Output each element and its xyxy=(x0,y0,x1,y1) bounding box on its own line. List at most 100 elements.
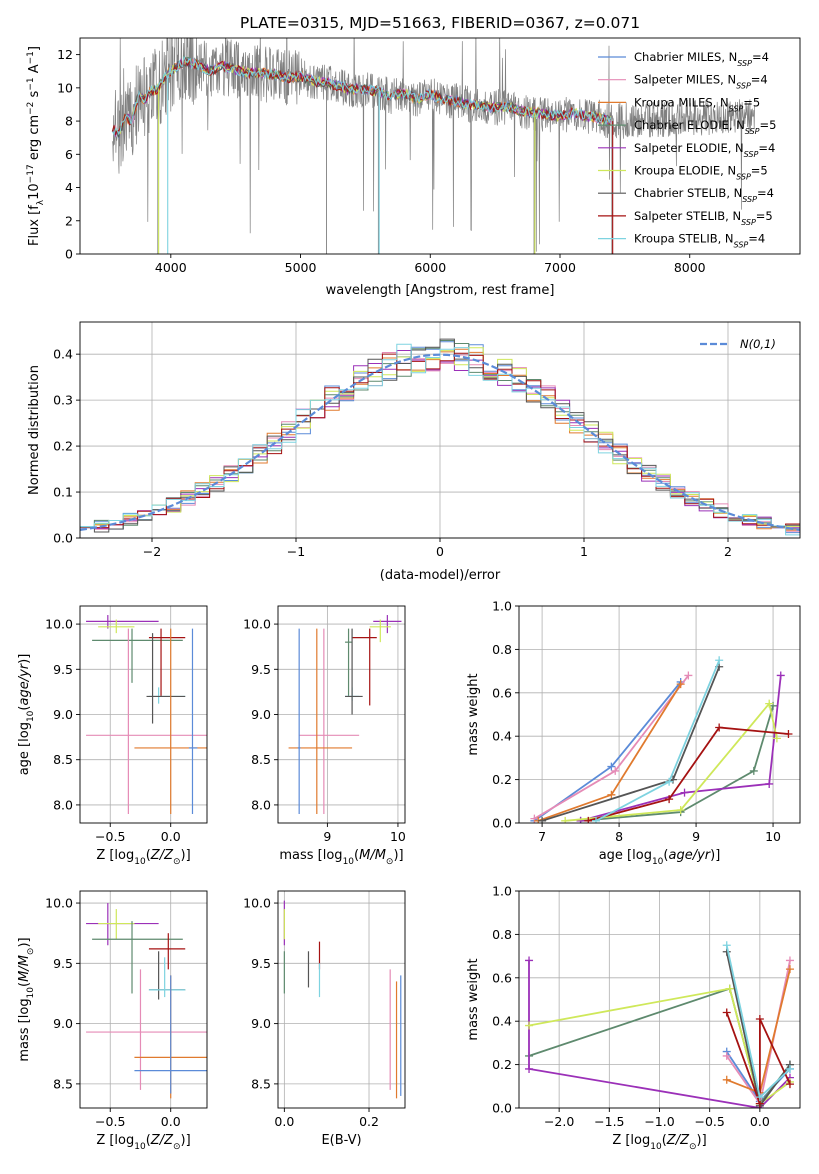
plot-area xyxy=(525,941,794,1108)
x-tick-label: 7 xyxy=(538,829,546,844)
y-tick-label: 2 xyxy=(65,213,73,228)
y-tick-label: 0.4 xyxy=(53,347,73,362)
x-tick-label: 5000 xyxy=(285,260,317,275)
legend-label: Kroupa ELODIE, NSSP=5 xyxy=(634,164,768,182)
weight-line-chabrier_elodie xyxy=(580,705,774,822)
x-axis-label: mass [log10(M/M⊙)] xyxy=(279,848,403,867)
legend-label: Salpeter ELODIE, NSSP=4 xyxy=(634,141,775,159)
x-tick-label: 10 xyxy=(390,829,406,844)
x-tick-label: 8000 xyxy=(674,260,706,275)
legend-label: Salpeter MILES, NSSP=4 xyxy=(634,73,768,91)
axes-frame xyxy=(277,890,406,1109)
x-tick-label: 2 xyxy=(724,544,732,559)
y-tick-label: 0 xyxy=(65,247,73,262)
y-tick-label: 0.2 xyxy=(53,439,73,454)
y-tick-label: 0.0 xyxy=(492,816,512,831)
axes-frame xyxy=(79,605,208,824)
weight-marker-salpeter_elodie xyxy=(525,1064,534,1073)
y-tick-label: 10.0 xyxy=(45,617,73,632)
x-tick-label: 7000 xyxy=(544,260,576,275)
x-tick-label: −2 xyxy=(143,544,161,559)
y-tick-label: 8.5 xyxy=(251,1076,271,1091)
weight-marker-chabrier_stelib xyxy=(538,816,547,823)
x-axis-label: wavelength [Angstrom, rest frame] xyxy=(326,283,555,298)
weight-marker-kroupa_elodie xyxy=(772,734,781,743)
y-tick-label: 12 xyxy=(57,47,73,62)
y-axis-label: age [log10(age/yr)] xyxy=(17,654,36,776)
weight-marker-kroupa_miles xyxy=(607,790,616,799)
x-tick-label: 9 xyxy=(323,829,331,844)
weight-marker-kroupa_elodie xyxy=(765,699,774,708)
weight-marker-kroupa_elodie xyxy=(525,1021,534,1030)
weight-line-salpeter_stelib xyxy=(588,726,789,822)
histogram-chabrier_stelib xyxy=(80,338,800,533)
y-axis-label: mass weight xyxy=(466,673,481,755)
y-tick-label: 9.0 xyxy=(53,707,73,722)
plot-area xyxy=(283,900,402,1099)
weight-marker-salpeter_miles xyxy=(785,956,794,965)
x-tick-label: 1 xyxy=(580,544,588,559)
observed-spectrum-line xyxy=(112,38,755,252)
axes-frame xyxy=(518,605,801,824)
weight-marker-salpeter_stelib xyxy=(784,730,793,739)
z-weight-panel: −2.0 −1.5 −1.0 −0.5 0.0 0.0 0.2 0.4 0.6 0.8 1.0 Z [… xyxy=(466,884,801,1152)
y-tick-label: 0.2 xyxy=(492,1057,512,1072)
weight-line-kroupa_elodie xyxy=(565,701,778,822)
y-tick-label: 0.2 xyxy=(492,772,512,787)
grid-lines xyxy=(278,606,405,823)
legend-label: Kroupa STELIB, NSSP=4 xyxy=(634,232,765,250)
x-tick-label: 0.0 xyxy=(750,1114,770,1129)
x-axis-label: (data-model)/error xyxy=(380,568,501,583)
legend-label: Kroupa MILES, NSSP=5 xyxy=(634,95,760,113)
weight-marker-salpeter_stelib xyxy=(755,1015,764,1024)
y-tick-label: 0.0 xyxy=(53,531,73,546)
spectrum-panel: 4000 5000 6000 7000 8000 0 2 4 6 8 10 12 wavelength … xyxy=(26,37,801,298)
weight-marker-salpeter_elodie xyxy=(525,956,534,965)
axes-frame xyxy=(518,890,801,1109)
histogram-kroupa_stelib xyxy=(80,343,800,536)
spectrum-legend: Chabrier MILES, NSSP=4 Salpeter MILES, NS… xyxy=(598,50,776,249)
x-axis-label: age [log10(age/yr)] xyxy=(599,848,721,867)
x-tick-label: 0.0 xyxy=(274,1114,294,1129)
x-tick-label: −0.5 xyxy=(694,1114,724,1129)
x-axis-label: Z [log10(Z/Z⊙)] xyxy=(96,1133,190,1152)
plot-area xyxy=(86,615,207,814)
y-tick-label: 9.5 xyxy=(53,662,73,677)
x-tick-label: −2.0 xyxy=(544,1114,574,1129)
y-tick-label: 8.0 xyxy=(53,797,73,812)
weight-marker-kroupa_elodie xyxy=(561,816,570,823)
legend-label: N(0,1) xyxy=(740,337,776,351)
weight-marker-salpeter_elodie xyxy=(765,779,774,788)
x-tick-label: 4000 xyxy=(155,260,187,275)
weight-marker-kroupa_stelib xyxy=(591,816,600,823)
weight-marker-salpeter_elodie xyxy=(776,671,785,680)
weight-marker-kroupa_stelib xyxy=(755,1093,764,1102)
y-tick-label: 10.0 xyxy=(45,896,73,911)
plot-area xyxy=(288,615,402,814)
y-tick-label: 9.0 xyxy=(251,707,271,722)
x-tick-label: 0 xyxy=(436,544,444,559)
weight-marker-salpeter_stelib xyxy=(584,816,593,823)
y-tick-label: 9.5 xyxy=(251,956,271,971)
weight-marker-salpeter_elodie xyxy=(680,788,689,797)
weight-marker-salpeter_miles xyxy=(684,671,693,680)
weight-marker-salpeter_miles xyxy=(611,766,620,775)
y-tick-label: 9.5 xyxy=(251,662,271,677)
axes-frame xyxy=(79,321,801,539)
plot-area xyxy=(86,903,207,1099)
normal-distribution-line xyxy=(80,353,800,531)
x-tick-label: 0.2 xyxy=(359,1114,379,1129)
x-tick-label: −1 xyxy=(287,544,305,559)
axes-frame xyxy=(79,37,801,255)
weight-marker-kroupa_stelib xyxy=(722,941,731,950)
x-axis-label: E(B-V) xyxy=(321,1133,361,1148)
weight-marker-salpeter_miles xyxy=(722,1051,731,1060)
y-tick-label: 10.0 xyxy=(243,896,271,911)
weight-marker-kroupa_miles xyxy=(722,1075,731,1084)
y-tick-label: 0.8 xyxy=(492,927,512,942)
y-tick-label: 8.0 xyxy=(251,797,271,812)
model-spectrum-kroupa_stelib xyxy=(111,56,612,136)
x-tick-label: 8 xyxy=(615,829,623,844)
weight-marker-kroupa_stelib xyxy=(715,656,724,665)
